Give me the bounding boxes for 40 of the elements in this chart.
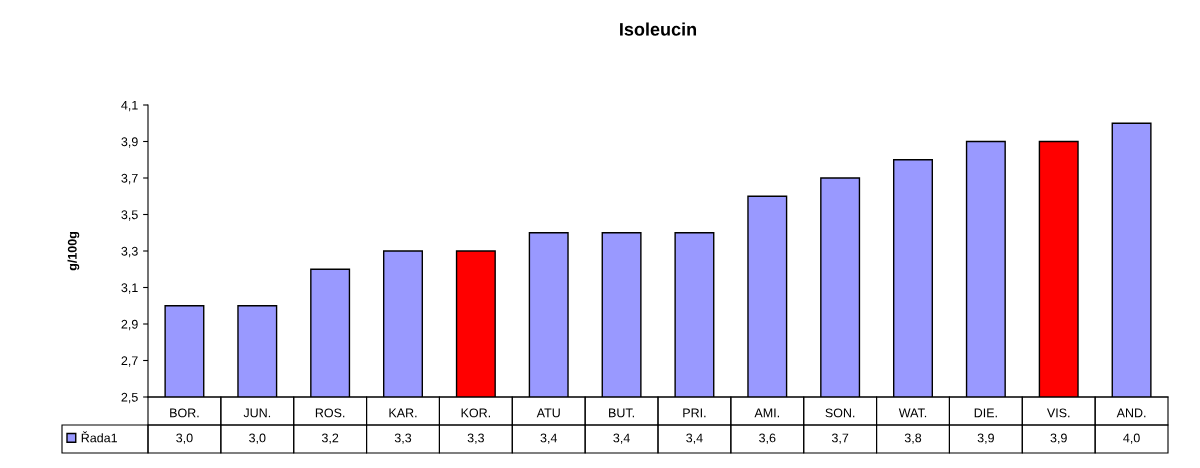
data-label: 4,0 (1123, 433, 1140, 444)
y-axis-title: g/100g (67, 232, 80, 271)
y-tick-label: 3,7 (121, 173, 138, 185)
x-tick-label: VIS. (1046, 408, 1070, 418)
x-tick-label: ATU (536, 408, 560, 418)
x-tick-label: WAT. (898, 408, 927, 418)
data-label: 3,3 (394, 433, 412, 444)
data-label: 3,4 (540, 433, 558, 444)
x-tick-label: JUN. (243, 408, 271, 418)
y-tick-label: 3,5 (121, 210, 138, 221)
x-tick-label: KOR. (461, 408, 490, 418)
x-tick-label: AND. (1116, 408, 1146, 418)
chart-title: Isoleucin (620, 22, 697, 36)
y-tick-label: 2,9 (121, 319, 138, 331)
data-label: 3,0 (249, 433, 266, 444)
data-label: 3,9 (977, 433, 994, 444)
x-tick-label: BUT. (609, 408, 634, 418)
data-label: 3,4 (686, 433, 703, 444)
legend-label: Řada1 (81, 431, 117, 443)
y-tick-label: 3,9 (121, 137, 138, 148)
data-label: 3,2 (321, 433, 339, 444)
x-tick-label: SON. (825, 408, 855, 418)
data-label: 3,4 (613, 433, 630, 444)
data-label: 3,0 (176, 433, 193, 444)
x-tick-label: ROS. (315, 408, 345, 418)
data-label: 3,3 (467, 433, 484, 444)
x-tick-label: AMI. (754, 408, 779, 418)
y-tick-label: 2,5 (121, 392, 138, 404)
y-tick-label: 2,7 (121, 356, 138, 367)
data-label: 3,9 (1050, 433, 1067, 444)
data-label: 3,6 (759, 433, 776, 444)
x-tick-label: PRI. (683, 408, 706, 418)
y-tick-label: 3,3 (121, 246, 138, 258)
y-tick-label: 3,1 (121, 283, 138, 294)
x-tick-label: BOR. (170, 408, 199, 418)
data-label: 3,7 (831, 433, 849, 444)
x-tick-label: KAR. (389, 408, 417, 418)
x-tick-label: DIE. (974, 408, 997, 418)
y-tick-label: 4,1 (121, 100, 138, 112)
data-label: 3,8 (904, 433, 922, 444)
